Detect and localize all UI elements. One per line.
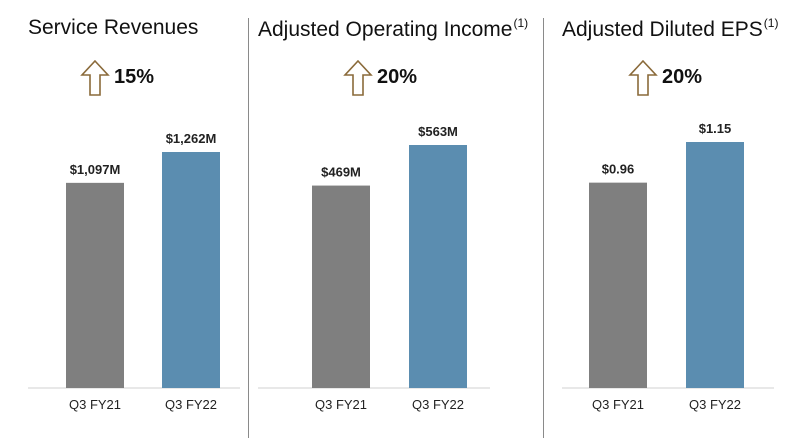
- panel-divider-1: [248, 18, 249, 438]
- category-tick-label: Q3 FY21: [592, 397, 644, 412]
- category-tick-label: Q3 FY22: [689, 397, 741, 412]
- bar-q3-fy22: [686, 142, 744, 388]
- bar-q3-fy22: [162, 152, 220, 388]
- chart-panel-2: Adjusted Operating Income(1) 20% $469M Q3 F…: [258, 0, 528, 439]
- growth-percent: 20%: [662, 66, 703, 88]
- chart-title-text: Adjusted Diluted EPS: [562, 18, 763, 41]
- chart-title: Adjusted Diluted EPS(1): [562, 16, 778, 42]
- category-tick-label: Q3 FY22: [165, 397, 217, 412]
- bar-value-label: $563M: [418, 124, 458, 139]
- bar-value-label: $0.96: [602, 162, 635, 177]
- bar-value-label: $1,097M: [70, 162, 121, 177]
- bar-value-label: $1,262M: [166, 131, 217, 146]
- chart-title-text: Service Revenues: [28, 16, 199, 39]
- footnote-marker: (1): [763, 16, 779, 30]
- category-tick-label: Q3 FY22: [412, 397, 464, 412]
- panel-divider-2: [543, 18, 544, 438]
- chart-panel-1: Service Revenues 15% $1,097M Q3 FY21 $1,262M…: [28, 0, 248, 439]
- up-arrow-icon: [343, 60, 373, 96]
- category-tick-label: Q3 FY21: [69, 397, 121, 412]
- chart-title: Service Revenues: [28, 16, 198, 40]
- chart-panel-3: Adjusted Diluted EPS(1) 20% $0.96 Q3 FY21 $1…: [562, 0, 782, 439]
- up-arrow-icon: [628, 60, 658, 96]
- bar-plot: $0.96 Q3 FY21 $1.15 Q3 FY22: [562, 121, 774, 412]
- bar-plot: $469M Q3 FY21 $563M Q3 FY22: [258, 124, 490, 412]
- bar-plot: $1,097M Q3 FY21 $1,262M Q3 FY22: [28, 131, 240, 412]
- footnote-marker: (1): [513, 16, 529, 30]
- growth-percent: 20%: [377, 66, 418, 88]
- bar-value-label: $1.15: [699, 121, 732, 136]
- chart-title: Adjusted Operating Income(1): [258, 16, 528, 42]
- bar-q3-fy21: [66, 182, 124, 388]
- category-tick-label: Q3 FY21: [315, 397, 367, 412]
- growth-percent: 15%: [114, 66, 155, 88]
- chart-title-text: Adjusted Operating Income: [258, 18, 513, 41]
- bar-q3-fy21: [312, 185, 370, 388]
- up-arrow-icon: [80, 60, 110, 96]
- bar-q3-fy22: [409, 145, 467, 388]
- bar-value-label: $469M: [321, 165, 361, 180]
- bar-q3-fy21: [589, 182, 647, 388]
